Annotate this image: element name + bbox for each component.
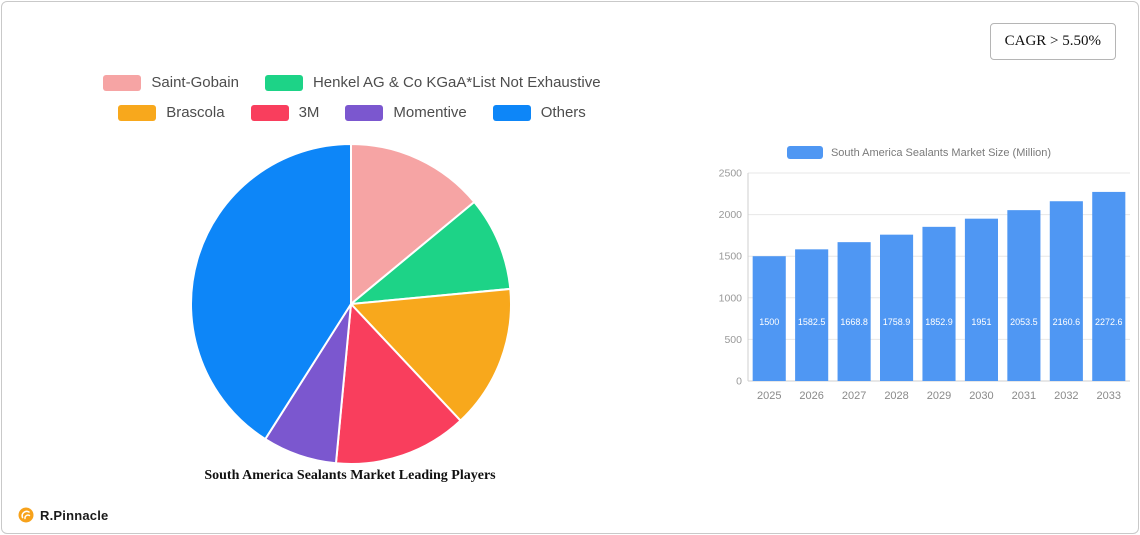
x-tick-label: 2029 (927, 390, 951, 402)
bar-value-label: 2160.6 (1053, 317, 1081, 327)
bar[interactable] (922, 226, 956, 381)
pie-legend-swatch (492, 104, 531, 121)
pie-legend-item[interactable]: Others (492, 104, 586, 121)
pie-slice[interactable] (190, 143, 352, 441)
y-tick-label: 1500 (719, 251, 743, 263)
cagr-badge: CAGR > 5.50% (989, 23, 1116, 60)
pie-slice[interactable] (350, 143, 476, 305)
bar[interactable] (1092, 191, 1126, 381)
bar-chart: 0 500 1000 1500 2000 2500 1500 2025 1582.5 2026 16… (702, 163, 1136, 420)
brand-name: R.Pinnacle (40, 507, 109, 523)
pie-legend-label: Brascola (166, 104, 225, 121)
pie-chart-title: South America Sealants Market Leading Pl… (204, 468, 496, 483)
pie-legend-label: Saint-Gobain (151, 74, 239, 91)
y-tick-label: 0 (736, 376, 742, 388)
pie-slice[interactable] (350, 201, 512, 305)
pie-slice[interactable] (350, 287, 512, 422)
pie-legend-label: Others (540, 104, 586, 121)
bar-value-label: 1668.8 (840, 317, 868, 327)
pie-legend-item[interactable]: Momentive (345, 104, 467, 121)
pie-legend-item[interactable]: Brascola (118, 104, 225, 121)
x-tick-label: 2025 (757, 390, 781, 402)
bar[interactable] (837, 242, 871, 381)
pie-legend-item[interactable]: 3M (250, 104, 320, 121)
pie-legend-item[interactable]: Henkel AG & Co KGaA*List Not Exhaustive (264, 74, 601, 91)
x-tick-label: 2026 (799, 390, 823, 402)
pie-legend-swatch (103, 74, 142, 91)
bar-legend-swatch (786, 146, 823, 159)
pie-legend-label: Momentive (393, 104, 467, 121)
bar[interactable] (1049, 201, 1083, 381)
pie-legend-swatch (345, 104, 384, 121)
bar[interactable] (752, 256, 786, 381)
y-tick-label: 500 (724, 334, 742, 346)
bar-value-label: 1500 (759, 317, 779, 327)
x-tick-label: 2027 (842, 390, 866, 402)
bar-value-label: 2272.6 (1095, 317, 1123, 327)
bar[interactable] (1007, 210, 1041, 381)
bar[interactable] (964, 218, 998, 381)
bar-value-label: 1951 (971, 317, 991, 327)
pie-legend-swatch (118, 104, 157, 121)
y-tick-label: 2000 (719, 209, 743, 221)
brand-logo: R.Pinnacle (18, 507, 108, 523)
y-tick-label: 2500 (719, 168, 743, 180)
x-tick-label: 2033 (1097, 390, 1121, 402)
bar-legend-label: South America Sealants Market Size (Mill… (830, 146, 1052, 159)
x-tick-label: 2028 (884, 390, 908, 402)
x-tick-label: 2031 (1012, 390, 1036, 402)
x-tick-label: 2032 (1054, 390, 1078, 402)
bar[interactable] (880, 234, 914, 381)
bar-value-label: 2053.5 (1010, 317, 1038, 327)
brand-icon (18, 507, 34, 523)
bar-chart-area: South America Sealants Market Size (Mill… (702, 146, 1136, 420)
pie-legend-label: Henkel AG & Co KGaA*List Not Exhaustive (312, 74, 601, 91)
x-tick-label: 2030 (969, 390, 993, 402)
pie-slice[interactable] (334, 303, 462, 465)
pie-legend-swatch (250, 104, 289, 121)
pie-chart (186, 139, 516, 469)
pie-legend: Saint-Gobain Henkel AG & Co KGaA*List Not… (57, 74, 647, 121)
bar-value-label: 1582.5 (798, 317, 826, 327)
bar-value-label: 1758.9 (883, 317, 911, 327)
bar[interactable] (795, 249, 829, 381)
pie-legend-swatch (264, 74, 303, 91)
y-tick-label: 1000 (719, 292, 743, 304)
bar-legend-item[interactable]: South America Sealants Market Size (Mill… (702, 146, 1136, 159)
bar-value-label: 1852.9 (925, 317, 953, 327)
pie-legend-item[interactable]: Saint-Gobain (103, 74, 239, 91)
pie-legend-label: 3M (298, 104, 320, 121)
